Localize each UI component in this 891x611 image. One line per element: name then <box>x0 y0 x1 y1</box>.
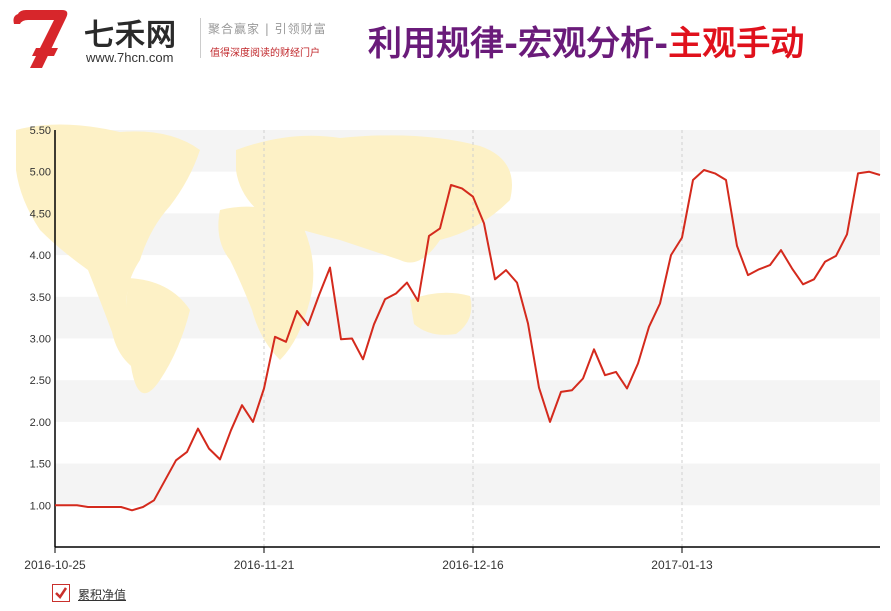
brand-name: 七禾网 <box>84 18 177 53</box>
grid-band <box>55 380 880 422</box>
world-map-watermark <box>16 124 512 394</box>
headline-part1: 利用规律-宏观分析- <box>368 24 669 64</box>
y-tick-label: 2.00 <box>30 417 51 429</box>
slogan-divider <box>200 18 201 58</box>
y-tick-label: 4.00 <box>30 250 51 262</box>
brand-url[interactable]: www.7hcn.com <box>86 50 174 65</box>
y-tick-label: 5.00 <box>30 167 51 179</box>
nav-line-chart: 1.00 1.50 2.00 2.50 3.00 3.50 4.00 4.50 5.00 5.50… <box>16 124 881 572</box>
legend-label[interactable]: 累积净值 <box>78 588 127 602</box>
checkmark-icon <box>55 587 68 599</box>
series-line-cumulative-nav <box>55 169 881 512</box>
x-tick-label: 2016-11-21 <box>234 558 295 572</box>
x-tick-label: 2017-01-13 <box>651 558 713 572</box>
y-tick-label: 2.50 <box>30 375 51 387</box>
header: 七禾网 www.7hcn.com 聚合赢家 | 引领财富 值得深度阅读的财经门户… <box>0 0 891 82</box>
x-tick-labels: 2016-10-25 2016-11-21 2016-12-16 2017-01-13 <box>24 547 713 572</box>
y-tick-label: 1.50 <box>30 459 51 471</box>
y-tick-label: 5.50 <box>30 125 51 137</box>
y-tick-label: 3.50 <box>30 292 51 304</box>
y-tick-label: 4.50 <box>30 208 51 220</box>
slogan-bottom: 值得深度阅读的财经门户 <box>210 48 320 59</box>
x-tick-label: 2016-10-25 <box>24 558 86 572</box>
grid-band <box>55 463 880 506</box>
logo-icon <box>13 10 68 68</box>
y-tick-label: 3.00 <box>30 334 51 346</box>
slogan-top: 聚合赢家 | 引领财富 <box>208 22 327 36</box>
legend-checkbox[interactable] <box>52 584 70 602</box>
y-tick-labels: 1.00 1.50 2.00 2.50 3.00 3.50 4.00 4.50 5.00 5.50 <box>30 125 51 512</box>
headline-part2: 主观手动 <box>668 24 805 64</box>
headline: 利用规律-宏观分析-主观手动 <box>368 16 804 65</box>
x-tick-label: 2016-12-16 <box>442 558 504 572</box>
y-tick-label: 1.00 <box>30 500 51 512</box>
